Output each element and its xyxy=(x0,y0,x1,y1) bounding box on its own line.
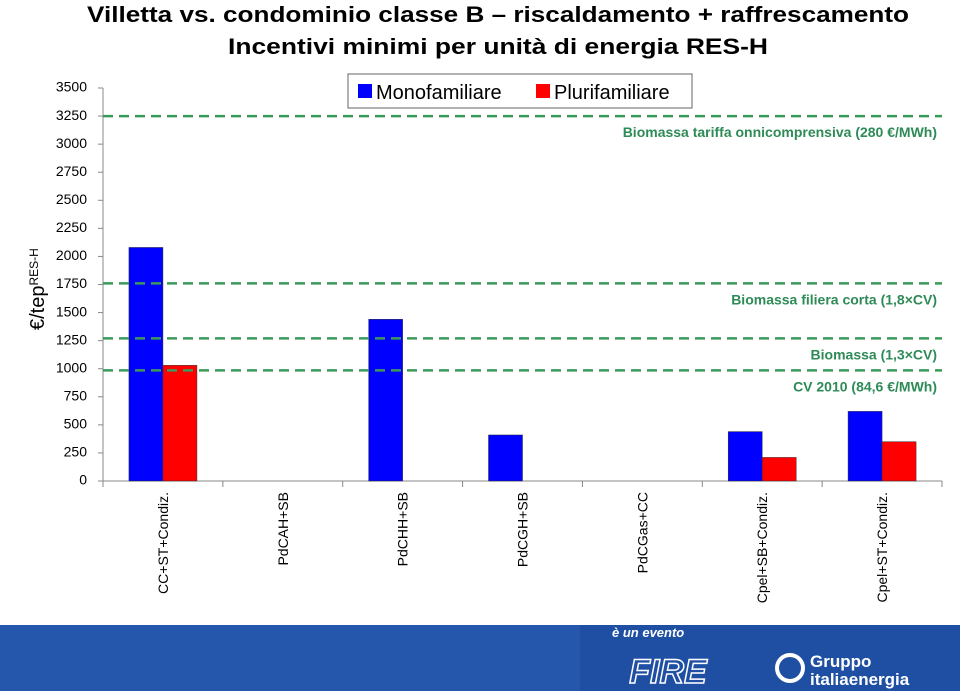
x-tick-label: PdCGas+CC xyxy=(634,492,650,573)
y-tick-label: 3000 xyxy=(56,135,87,151)
footer-tagline: è un evento xyxy=(612,625,684,640)
y-tick-label: 750 xyxy=(64,387,88,403)
footer-logo-left: FIRE xyxy=(629,653,708,691)
legend-swatch xyxy=(358,84,372,98)
y-tick-label: 1250 xyxy=(56,331,87,347)
footer-texture xyxy=(0,625,580,691)
y-axis-label-sub: RES-H xyxy=(27,248,41,285)
logo-icon xyxy=(775,653,805,683)
x-tick-label: Cpel+SB+Condiz. xyxy=(754,492,770,603)
y-tick-label: 1750 xyxy=(56,275,87,291)
bar xyxy=(881,441,917,482)
reference-label: Biomassa tariffa onnicomprensiva (280 €/… xyxy=(623,124,937,140)
y-tick-label: 2750 xyxy=(56,163,87,179)
y-tick-label: 1500 xyxy=(56,303,87,319)
x-tick-label: CC+ST+Condiz. xyxy=(155,492,171,594)
bar xyxy=(761,457,797,482)
footer-logo-right-bottom: italiaenergia xyxy=(810,670,910,689)
reference-label: CV 2010 (84,6 €/MWh) xyxy=(793,378,937,394)
y-tick-label: 0 xyxy=(79,472,87,488)
y-tick-label: 500 xyxy=(64,416,88,432)
x-tick-label: PdCGH+SB xyxy=(515,492,531,567)
reference-label: Biomassa filiera corta (1,8×CV) xyxy=(731,291,937,307)
bar xyxy=(128,247,164,482)
legend-label: Plurifamiliare xyxy=(554,82,670,104)
y-tick-label: 3250 xyxy=(56,107,87,123)
y-tick-label: 2500 xyxy=(56,191,87,207)
y-tick-label: 2000 xyxy=(56,247,87,263)
bar xyxy=(727,431,763,482)
legend-box xyxy=(347,73,693,109)
legend-swatch xyxy=(536,84,550,98)
x-tick-label: PdCAH+SB xyxy=(275,492,291,566)
y-tick-label: 2250 xyxy=(56,219,87,235)
legend-label: Monofamiliare xyxy=(376,82,502,104)
footer-logo-right-top: Gruppo xyxy=(810,652,871,671)
x-tick-label: Cpel+ST+Condiz. xyxy=(874,492,890,603)
y-tick-label: 3500 xyxy=(56,79,87,95)
slide-title: Villetta vs. condominio classe B – risca… xyxy=(87,2,909,27)
slide-subtitle: Incentivi minimi per unità di energia RE… xyxy=(228,34,768,59)
x-tick-label: PdCHH+SB xyxy=(395,492,411,566)
bar xyxy=(488,434,523,482)
y-axis-label-main: €/tep xyxy=(27,286,49,330)
y-tick-label: 250 xyxy=(64,444,88,460)
bar xyxy=(847,411,883,482)
y-tick-label: 1000 xyxy=(56,359,87,375)
y-axis-label: €/tepRES-H xyxy=(27,248,49,330)
reference-label: Biomassa (1,3×CV) xyxy=(811,346,937,362)
bar xyxy=(368,319,403,482)
bar xyxy=(162,365,198,482)
